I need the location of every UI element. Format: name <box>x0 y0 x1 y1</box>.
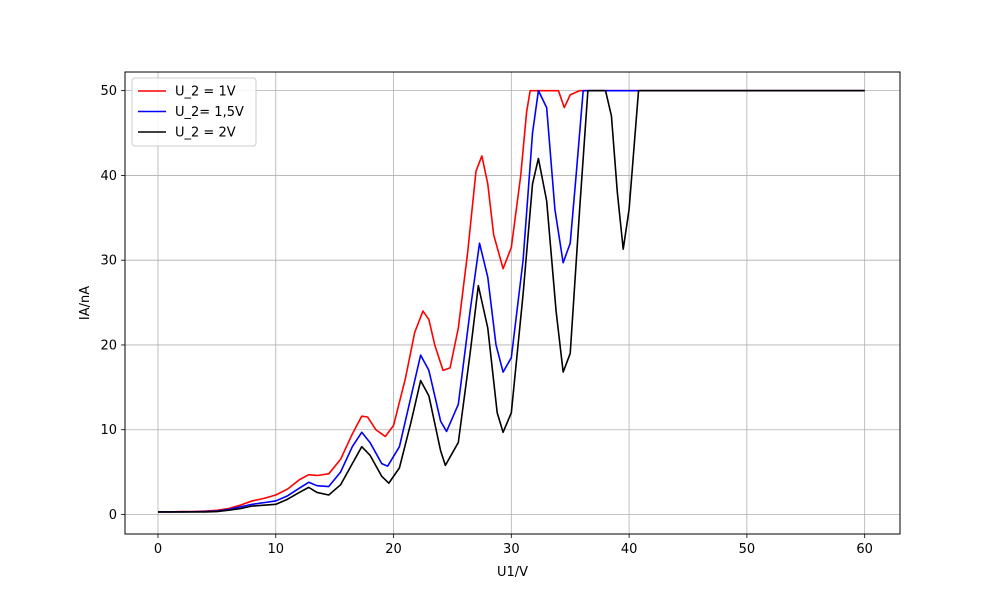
y-tick-label: 20 <box>100 338 117 353</box>
y-tick-label: 40 <box>100 169 117 184</box>
plot-frame <box>124 71 901 535</box>
series-line-2 <box>157 89 865 513</box>
series-line-3 <box>157 89 865 513</box>
x-axis-label: U1/V <box>497 565 528 580</box>
x-tick-label: 10 <box>267 542 284 557</box>
x-tick-label: 50 <box>739 542 756 557</box>
y-tick-label: 50 <box>100 84 117 99</box>
legend: U_2 = 1V U_2= 1,5V U_2 = 2V <box>131 77 257 147</box>
y-tick-label: 10 <box>100 423 117 438</box>
series-line-1 <box>157 89 865 513</box>
x-tick-label: 20 <box>385 542 402 557</box>
legend-box <box>131 77 257 147</box>
legend-entry: U_2= 1,5V <box>175 105 244 120</box>
y-tick-label: 0 <box>109 508 117 523</box>
legend-entry: U_2 = 1V <box>175 85 236 100</box>
x-tick-label: 40 <box>621 542 638 557</box>
x-tick-label: 0 <box>154 542 162 557</box>
series-layer <box>157 89 865 513</box>
y-axis-label: IA/nA <box>78 286 93 320</box>
legend-entry: U_2 = 2V <box>175 126 236 141</box>
axis-ticks: 0 10 20 30 40 50 60 0 10 20 30 40 50 <box>100 84 872 557</box>
y-tick-label: 30 <box>100 254 117 269</box>
x-tick-label: 30 <box>503 542 520 557</box>
x-tick-label: 60 <box>856 542 873 557</box>
